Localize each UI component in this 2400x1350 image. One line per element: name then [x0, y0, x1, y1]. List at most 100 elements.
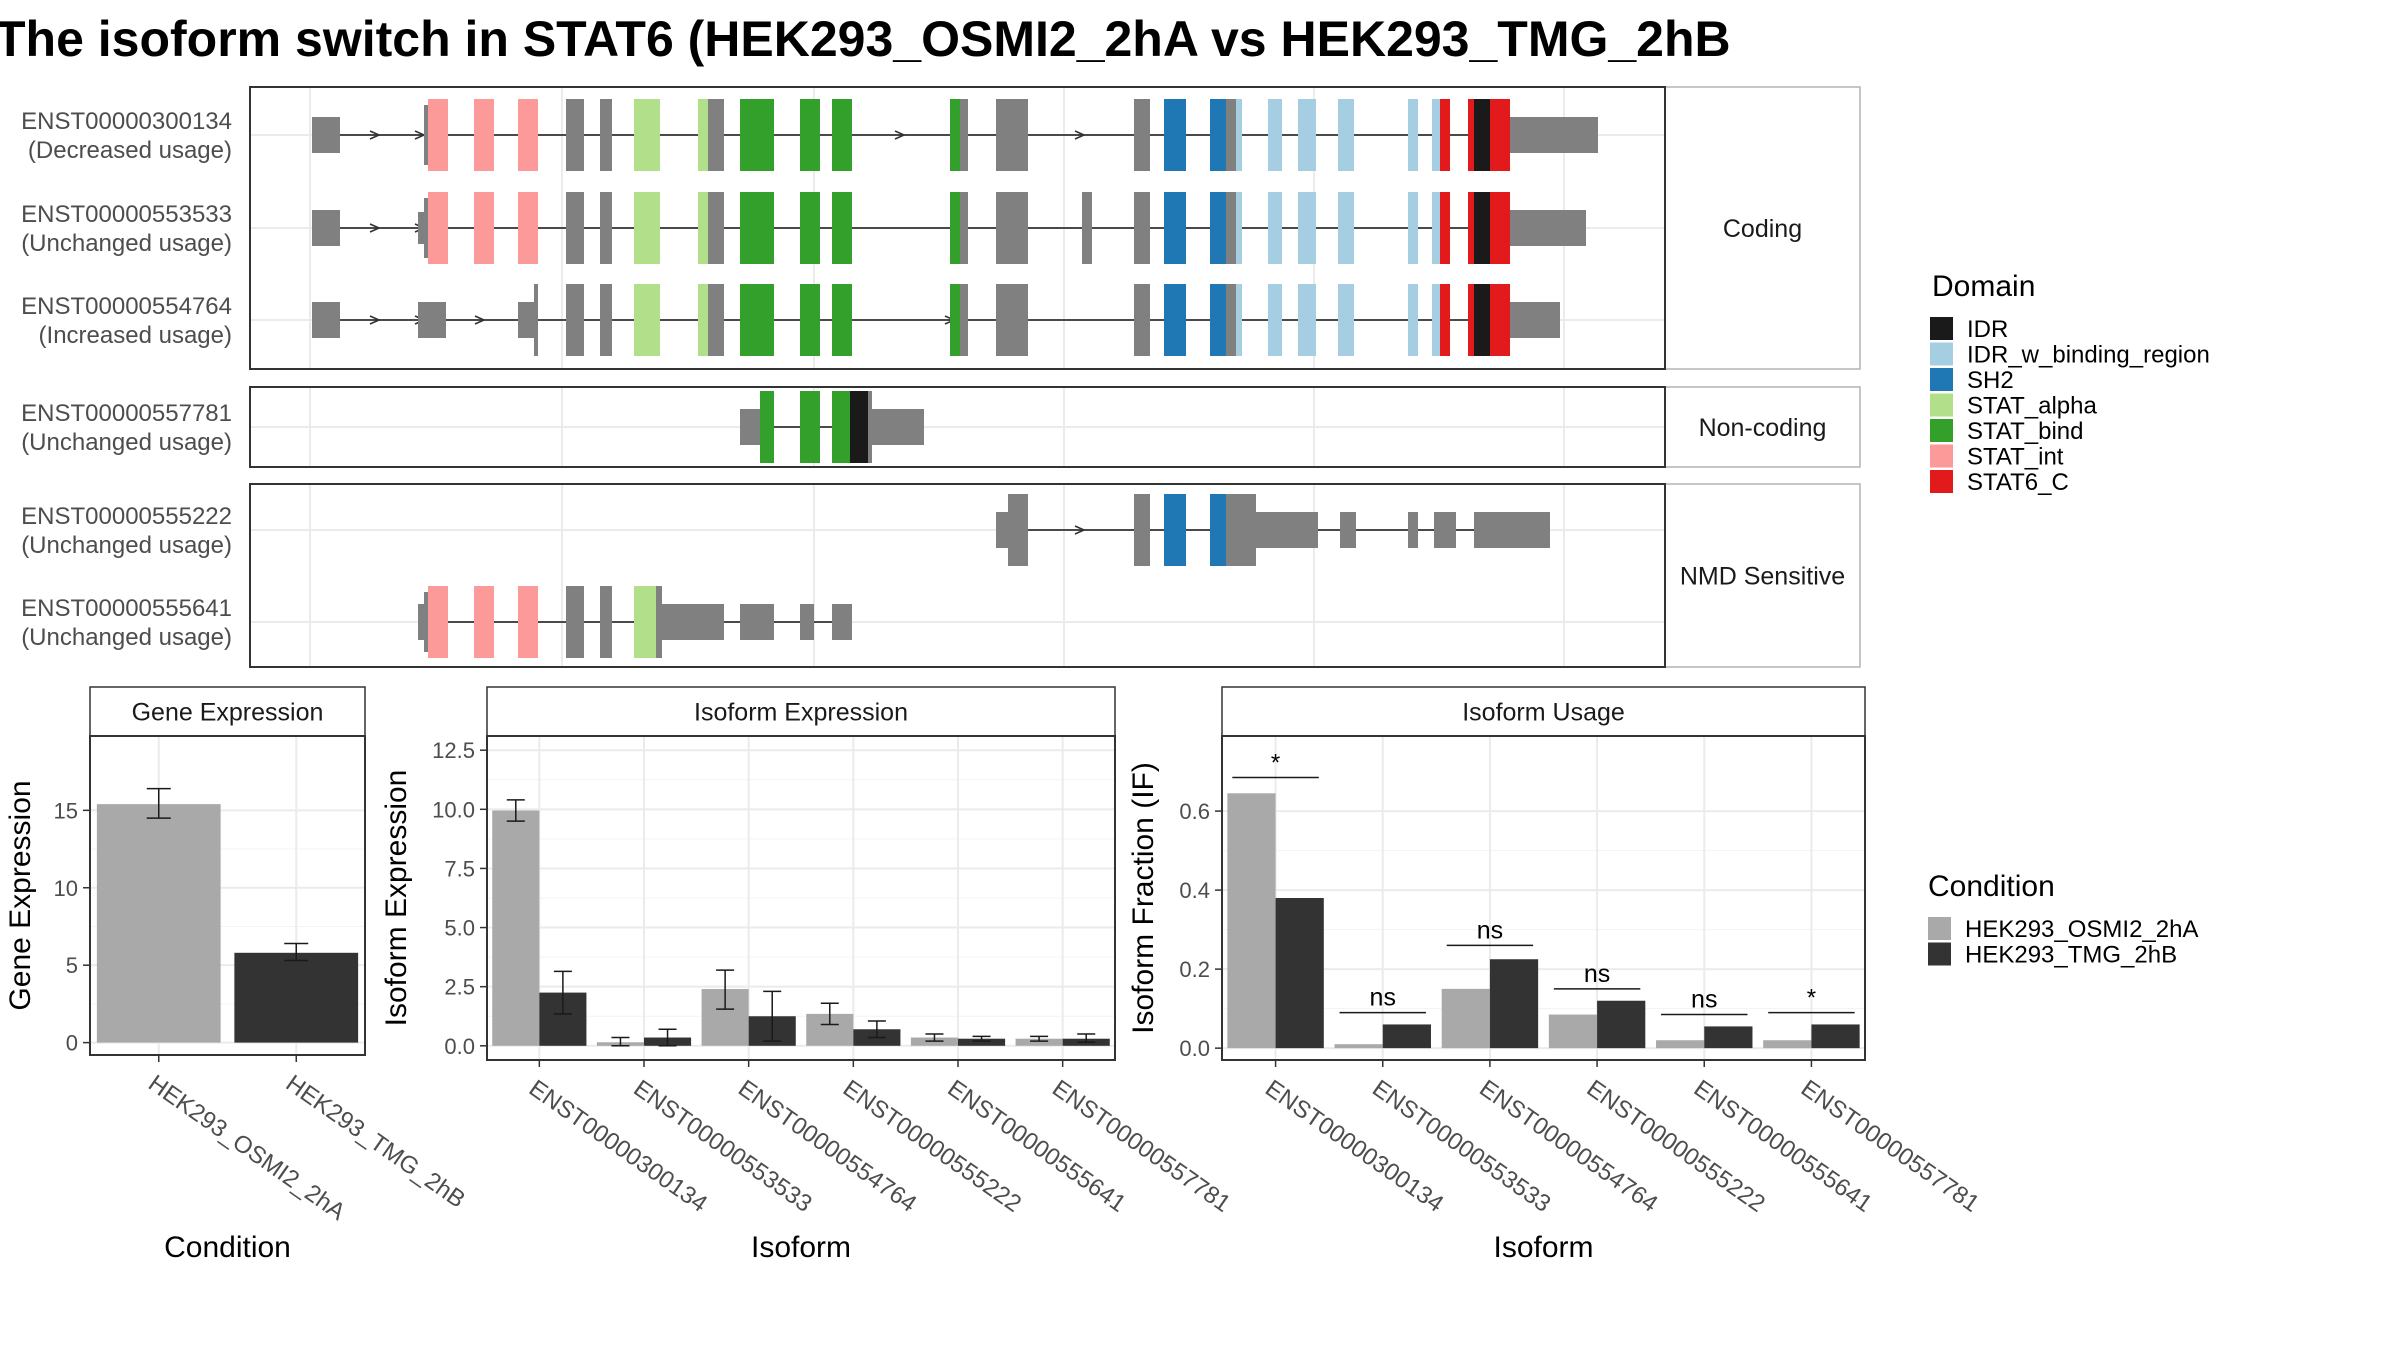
domain-STAT_alpha	[634, 586, 656, 658]
domain-IDR	[1474, 284, 1490, 356]
transcript-usage-label: (Unchanged usage)	[21, 230, 232, 257]
y-tick-label: 0.4	[1179, 878, 1210, 903]
domain-legend-label: STAT_bind	[1967, 418, 2084, 445]
domain-IDR_w_binding_region	[1408, 99, 1418, 171]
exon-block	[1256, 512, 1318, 548]
transcript-usage-label: (Unchanged usage)	[21, 429, 232, 456]
error-bar	[1030, 1035, 1049, 1042]
y-axis-title: Isoform Fraction (IF)	[1127, 762, 1160, 1034]
y-tick-label: 12.5	[432, 738, 475, 763]
error-bar	[611, 1036, 630, 1047]
exon-block	[424, 105, 428, 165]
domain-STAT_alpha	[634, 192, 660, 264]
x-tick-label: ENST00000555222	[1582, 1075, 1770, 1218]
exon-block	[656, 586, 662, 658]
transcript-ENST00000553533: ENST00000553533(Unchanged usage)	[21, 192, 1586, 264]
condition-legend-label: HEK293_TMG_2hB	[1965, 942, 2177, 969]
domain-IDR_w_binding_region	[1338, 284, 1354, 356]
y-tick-label: 0.0	[444, 1034, 475, 1059]
y-tick-label: 15	[54, 798, 78, 823]
domain-IDR_w_binding_region	[1432, 284, 1440, 356]
domain-legend-key	[1930, 444, 1953, 468]
strand-arrow	[369, 130, 381, 140]
domain-STAT_int	[518, 586, 538, 658]
domain-IDR_w_binding_region	[1268, 284, 1282, 356]
domain-SH2	[1210, 284, 1226, 356]
transcript-ENST00000557781: ENST00000557781(Unchanged usage)	[21, 391, 924, 463]
strand-arrow	[369, 223, 381, 233]
domain-IDR_w_binding_region	[1268, 99, 1282, 171]
domain-IDR_w_binding_region	[1236, 284, 1242, 356]
y-tick-label: 5	[66, 953, 78, 978]
significance-label: ns	[1584, 960, 1610, 988]
significance-label: ns	[1691, 986, 1717, 1014]
transcript-usage-label: (Unchanged usage)	[21, 532, 232, 559]
exon-block	[960, 284, 968, 356]
y-tick-label: 5.0	[444, 916, 475, 941]
facet-strip-label: NMD Sensitive	[1680, 563, 1845, 591]
strand-arrow	[1074, 130, 1086, 140]
domain-IDR_w_binding_region	[1268, 192, 1282, 264]
y-tick-label: 10	[54, 876, 78, 901]
significance-label: *	[1807, 985, 1816, 1012]
panel-border	[89, 735, 366, 1056]
x-tick-label: ENST00000555641	[943, 1075, 1131, 1218]
condition-legend-key	[1928, 942, 1951, 966]
domain-STAT_alpha	[634, 99, 660, 171]
exon-block	[960, 192, 968, 264]
domain-legend-key	[1930, 470, 1953, 493]
bar	[1015, 1038, 1063, 1046]
transcript-id-label: ENST00000554764	[21, 293, 232, 320]
domain-STAT_bind	[832, 99, 852, 171]
bar	[234, 952, 359, 1043]
panel-border	[486, 735, 1116, 1061]
exon-block	[1434, 512, 1456, 548]
condition-legend-title: Condition	[1928, 870, 2055, 903]
exon-block	[708, 284, 724, 356]
domain-STAT_bind	[832, 192, 852, 264]
exon-block	[1226, 99, 1236, 171]
isoform-expression-panel: Isoform Expression 0.0 2.5 5.0 7.5 10.0 12.5 EN…	[380, 686, 1235, 1264]
exon-block	[996, 99, 1028, 171]
domain-IDR	[1474, 192, 1490, 264]
y-axis-title: Gene Expression	[4, 780, 37, 1010]
bar	[1489, 959, 1539, 1049]
exon-block	[534, 284, 538, 356]
strand-arrow	[1074, 525, 1086, 535]
transcript-id-label: ENST00000553533	[21, 201, 232, 228]
exon-block	[1134, 494, 1150, 566]
exon-block	[600, 284, 612, 356]
bar	[1597, 1000, 1646, 1049]
exon-block	[418, 302, 446, 338]
domain-STAT6_C	[1500, 99, 1510, 171]
bar	[1548, 1014, 1598, 1049]
exon-block	[996, 512, 1008, 548]
bar	[1275, 898, 1324, 1049]
y-tick-label: 0.6	[1179, 799, 1210, 824]
exon-block	[600, 192, 612, 264]
domain-STAT_int	[518, 192, 538, 264]
exon-block	[312, 210, 340, 246]
facet-strip-label: Coding	[1723, 215, 1802, 243]
x-tick-label: ENST00000553533	[1367, 1075, 1555, 1218]
domain-STAT_bind	[950, 284, 960, 356]
domain-legend-label: STAT_int	[1967, 444, 2064, 471]
domain-STAT_bind	[740, 284, 774, 356]
domain-STAT_bind	[800, 391, 820, 463]
transcript-id-label: ENST00000557781	[21, 400, 232, 427]
exon-block	[1134, 284, 1150, 356]
x-tick-label: ENST00000554764	[1474, 1075, 1662, 1218]
significance-label: *	[1271, 749, 1280, 776]
exon-block	[518, 302, 534, 338]
exon-block	[424, 592, 428, 652]
domain-IDR_w_binding_region	[1236, 99, 1242, 171]
domain-IDR_w_binding_region	[1432, 99, 1440, 171]
domain-STAT6_C	[1440, 192, 1450, 264]
exon-block	[424, 198, 428, 258]
y-tick-label: 0.2	[1179, 957, 1210, 982]
domain-SH2	[1164, 284, 1186, 356]
bar	[1227, 793, 1276, 1049]
domain-STAT6_C	[1468, 284, 1474, 356]
domain-STAT_alpha	[698, 284, 708, 356]
